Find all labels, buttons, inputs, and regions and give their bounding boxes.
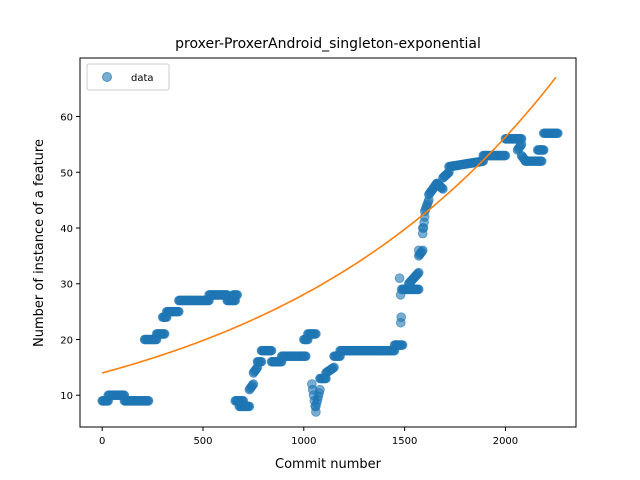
legend: data [86, 63, 170, 91]
x-tick-label-2000: 2000 [493, 436, 518, 447]
data-point-189 [232, 290, 243, 300]
plot-frame [79, 57, 577, 428]
data-point-665 [394, 273, 405, 283]
legend-entry-data: data [131, 73, 154, 84]
data-point-308 [311, 329, 321, 339]
axes: 0 500 1000 1500 2000 10 20 30 40 50 60 [60, 57, 577, 447]
data-point-645 [538, 145, 549, 155]
chart-title: proxer-ProxerAndroid_singleton-exponenti… [175, 36, 481, 52]
data-point-667 [396, 284, 407, 295]
data-point-320 [315, 384, 325, 395]
y-tick-label-60: 60 [60, 113, 73, 124]
data-point-246 [266, 345, 277, 356]
data-point-669 [395, 317, 406, 328]
data-point-87 [159, 329, 170, 339]
data-point-500 [438, 184, 448, 194]
data-point-464 [413, 267, 424, 278]
x-tick-label-1000: 1000 [291, 436, 316, 447]
y-tick-label-20: 20 [60, 335, 73, 346]
data-point-670 [417, 223, 428, 233]
legend-frame [86, 63, 170, 91]
y-tick-label-40: 40 [60, 224, 73, 235]
y-tick-label-30: 30 [60, 280, 73, 291]
data-point-609 [516, 139, 527, 150]
data-point-636 [536, 156, 547, 166]
y-tick-label-10: 10 [60, 391, 73, 402]
data-point-429 [397, 340, 408, 350]
y-tick-label-50: 50 [60, 168, 73, 179]
data-point-450 [413, 284, 424, 295]
data-point-220 [248, 379, 259, 389]
plot-marks [97, 76, 563, 417]
data-point-109 [174, 306, 184, 317]
fit-line [101, 76, 557, 374]
x-axis-label: Commit number [275, 457, 382, 472]
y-axis-label: Number of instance of a feature [32, 139, 47, 347]
data-point-232 [256, 356, 267, 367]
data-point-214 [244, 401, 255, 412]
data-point-291 [301, 351, 311, 362]
x-tick-label-500: 500 [193, 436, 212, 447]
x-tick-label-1500: 1500 [392, 436, 417, 447]
x-tick-label-0: 0 [99, 436, 105, 447]
data-point-664 [553, 128, 563, 139]
legend-marker-data [102, 72, 112, 82]
data-point-582 [500, 150, 511, 161]
data-point-60 [143, 395, 154, 406]
data-point-671 [413, 245, 424, 256]
data-point-340 [329, 362, 339, 373]
